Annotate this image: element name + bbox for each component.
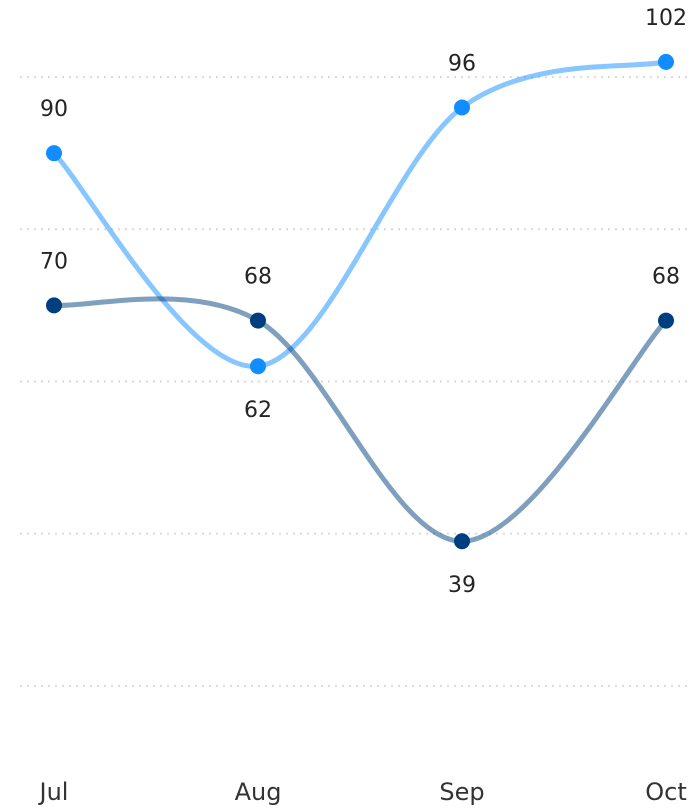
data-point [658, 312, 674, 329]
data-label: 68 [244, 265, 272, 290]
data-label: 90 [40, 97, 68, 122]
x-tick-label: Aug [235, 778, 282, 806]
data-point [46, 145, 62, 162]
x-tick-label: Sep [439, 778, 484, 806]
data-point [46, 297, 62, 314]
series-line [51, 59, 669, 369]
data-label: 102 [645, 6, 687, 31]
data-point [250, 358, 266, 375]
data-point [454, 533, 470, 550]
data-point [250, 312, 266, 329]
data-label: 68 [652, 265, 680, 290]
data-label: 70 [40, 249, 68, 274]
series-line [51, 296, 669, 544]
x-tick-label: Jul [38, 778, 69, 806]
data-label: 39 [448, 573, 476, 598]
data-point [454, 99, 470, 116]
x-tick-label: Oct [645, 778, 687, 806]
data-label: 96 [448, 52, 476, 77]
data-point [658, 53, 674, 70]
data-label: 62 [244, 398, 272, 423]
